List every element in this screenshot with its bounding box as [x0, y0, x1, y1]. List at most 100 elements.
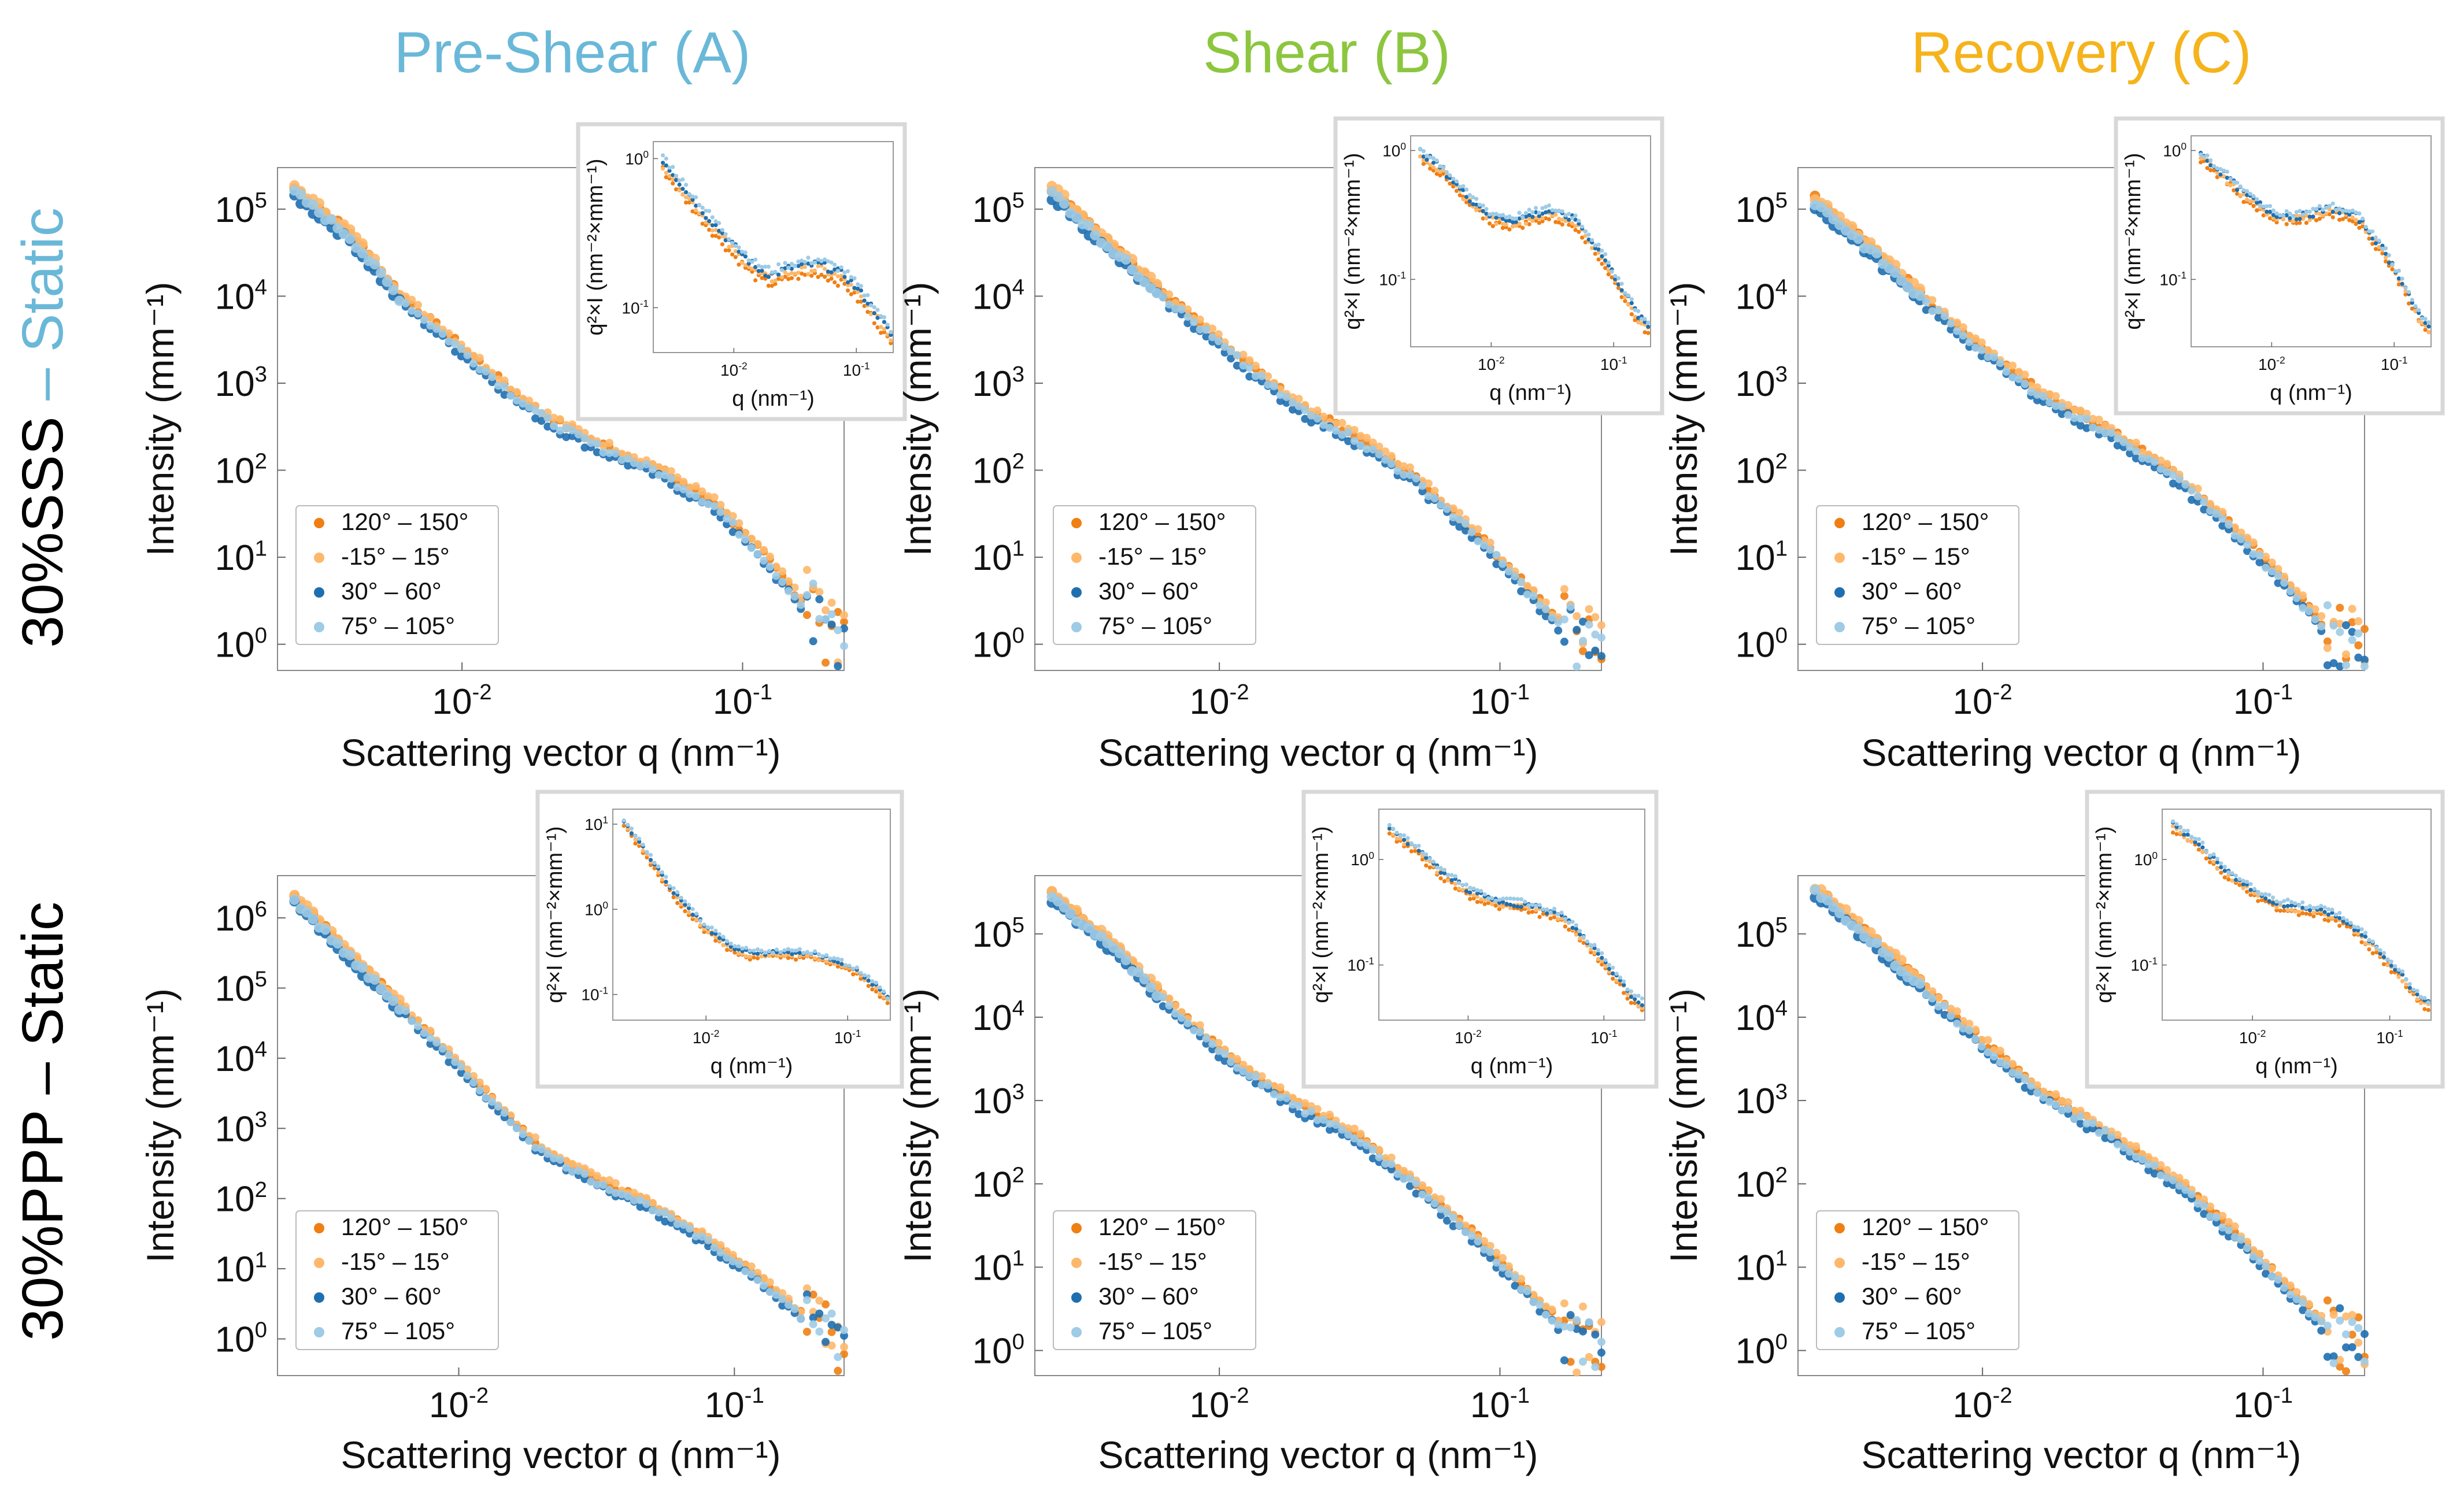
data-point-s3: [1257, 1081, 1266, 1089]
y-tick-label: 102: [1736, 449, 1788, 491]
inset-data-point-s2: [866, 979, 871, 983]
inset-data-point-s0: [1547, 217, 1551, 221]
data-series-group: [1046, 885, 1605, 1377]
data-point-s3: [599, 448, 608, 457]
data-point-s3: [537, 1145, 546, 1154]
inset-data-point-s3: [2196, 837, 2201, 842]
data-point-s3: [1523, 590, 1531, 599]
data-point-s1: [1517, 1274, 1526, 1283]
data-point-s1: [2304, 1300, 2313, 1309]
data-point-s1: [1529, 586, 1538, 595]
data-point-s3: [1934, 306, 1943, 315]
inset-data-point-s2: [1464, 889, 1468, 894]
legend-marker-3: [314, 1327, 324, 1337]
data-point-s2: [2218, 521, 2227, 530]
inset-data-point-s2: [1461, 188, 1466, 192]
data-point-s3: [1971, 1035, 1980, 1043]
data-point-s1: [2262, 553, 2270, 561]
data-point-s3: [1083, 220, 1094, 231]
inset-data-point-s2: [862, 298, 867, 303]
inset-x-tick-label: 10-2: [2239, 1028, 2266, 1047]
inset-data-point-s0: [1567, 927, 1571, 932]
data-point-s1: [2008, 361, 2017, 370]
inset-data-point-s0: [1544, 216, 1548, 221]
data-point-s3: [432, 325, 441, 333]
inset-data-point-s0: [1413, 848, 1418, 853]
inset-data-point-s3: [2267, 892, 2271, 897]
inset-data-point-s2: [686, 906, 691, 910]
data-point-s3: [531, 406, 539, 414]
inset-data-point-s2: [1596, 247, 1601, 252]
inset-data-point-s2: [1438, 870, 1443, 875]
y-tick-label: 104: [972, 275, 1024, 317]
inset-data-point-s0: [1486, 900, 1490, 905]
data-point-s3: [2206, 1212, 2214, 1221]
data-point-s3: [691, 1232, 700, 1241]
data-point-s3: [1517, 1285, 1526, 1294]
data-point-s2: [1183, 319, 1192, 328]
data-point-s3: [624, 1192, 632, 1200]
data-point-s3: [556, 1155, 564, 1164]
y-tick-label: 102: [215, 449, 267, 491]
inset-data-point-s3: [1578, 929, 1582, 933]
inset-data-point-s0: [2284, 222, 2289, 227]
inset-data-point-s2: [2370, 236, 2375, 241]
inset-data-point-s3: [1449, 873, 1454, 877]
data-point-s1: [2292, 1288, 2301, 1296]
data-point-s3: [1412, 474, 1420, 483]
data-point-s3: [2181, 1185, 2190, 1194]
data-point-s3: [1375, 450, 1383, 459]
data-point-s2: [1499, 1269, 1507, 1278]
inset-data-point-s3: [1497, 898, 1501, 902]
inset-data-point-s3: [1586, 232, 1591, 237]
inset-data-point-s0: [1537, 914, 1542, 920]
inset-data-point-s3: [2304, 906, 2308, 910]
inset-data-point-s3: [771, 950, 775, 955]
data-point-s0: [840, 1350, 848, 1358]
data-point-s1: [704, 492, 712, 501]
inset-data-point-s0: [2337, 924, 2342, 928]
inset-data-point-s1: [849, 283, 853, 287]
inset-data-point-s0: [633, 841, 638, 846]
inset-data-point-s3: [851, 966, 856, 971]
data-point-s1: [1165, 994, 1174, 1003]
data-point-s3: [834, 626, 842, 635]
inset-data-point-s3: [755, 947, 760, 952]
inset-data-point-s3: [760, 265, 764, 269]
inset-y-axis-label: q²×I (nm⁻²×mm⁻¹): [1341, 153, 1365, 329]
data-point-s3: [716, 1248, 725, 1257]
inset-data-point-s3: [1570, 216, 1574, 221]
data-point-s1: [408, 295, 416, 304]
inset-data-point-s3: [1623, 291, 1627, 295]
inset-data-point-s1: [767, 953, 771, 958]
data-point-s3: [463, 1071, 472, 1080]
inset-data-point-s3: [641, 842, 645, 847]
data-point-s1: [1437, 1195, 1445, 1203]
data-point-s1: [2089, 414, 2097, 423]
data-point-s3: [388, 995, 399, 1006]
inset-data-point-s3: [667, 884, 672, 888]
data-point-s3: [815, 1327, 824, 1336]
data-point-s3: [438, 329, 447, 338]
data-point-s3: [1517, 578, 1526, 587]
data-point-s3: [1307, 1107, 1315, 1115]
inset-x-tick-label: 10-2: [1455, 1028, 1482, 1047]
inset-data-point-s0: [2367, 947, 2371, 952]
data-point-s3: [1554, 1320, 1563, 1329]
inset-data-point-s3: [2426, 1000, 2430, 1005]
data-point-s1: [765, 553, 774, 561]
inset-data-point-s3: [2330, 201, 2335, 206]
inset-data-point-s2: [728, 944, 733, 949]
inset-data-point-s1: [1639, 321, 1644, 326]
data-point-s1: [1319, 412, 1328, 421]
inset-x-axis-label: q (nm⁻¹): [2255, 1054, 2338, 1079]
inset-data-point-s3: [778, 950, 783, 954]
data-point-s3: [1096, 931, 1107, 942]
inset-data-point-s0: [1420, 857, 1425, 862]
inset-plot-frame: [2191, 135, 2432, 347]
inset-data-point-s2: [1507, 218, 1512, 223]
data-point-s1: [1585, 605, 1593, 613]
data-point-s2: [1597, 652, 1605, 661]
inset-data-point-s3: [797, 947, 802, 951]
data-point-s3: [1996, 1058, 2004, 1067]
